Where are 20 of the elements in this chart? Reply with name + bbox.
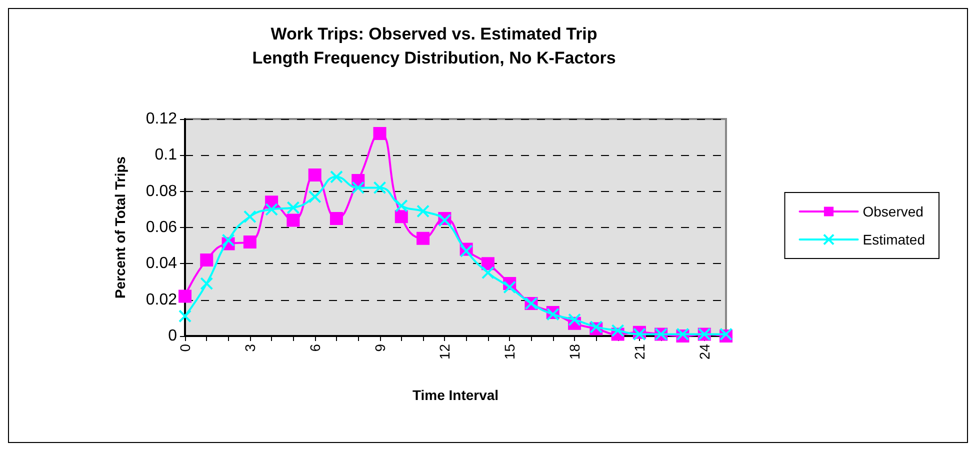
x-axis-title: Time Interval [412, 387, 499, 403]
x-tick-label: 3 [242, 344, 258, 352]
x-tick-label: 0 [177, 344, 193, 352]
legend-label: Observed [862, 204, 924, 220]
y-tick-label: 0.08 [146, 182, 178, 200]
x-tick-label: 6 [306, 344, 323, 352]
x-tick-label: 24 [696, 344, 712, 360]
x-tick-label: 12 [436, 344, 453, 360]
chart-title: Work Trips: Observed vs. Estimated Trip Length Frequency Distribution, No K-Factors [252, 24, 616, 68]
x-tick-label: 21 [631, 344, 648, 360]
y-tick-label: 0.12 [146, 110, 178, 128]
x-tick-label: 18 [566, 344, 583, 360]
y-axis-title: Percent of Total Trips [112, 156, 128, 299]
x-tick-label: 9 [372, 344, 388, 352]
x-tick-label: 15 [502, 344, 518, 360]
y-tick-label: 0.02 [146, 291, 178, 308]
y-tick-label: 0.04 [146, 255, 178, 272]
y-tick-label: 0.1 [154, 146, 178, 164]
legend-label: Estimated [862, 232, 925, 248]
y-tick-label: 0.06 [146, 219, 178, 236]
